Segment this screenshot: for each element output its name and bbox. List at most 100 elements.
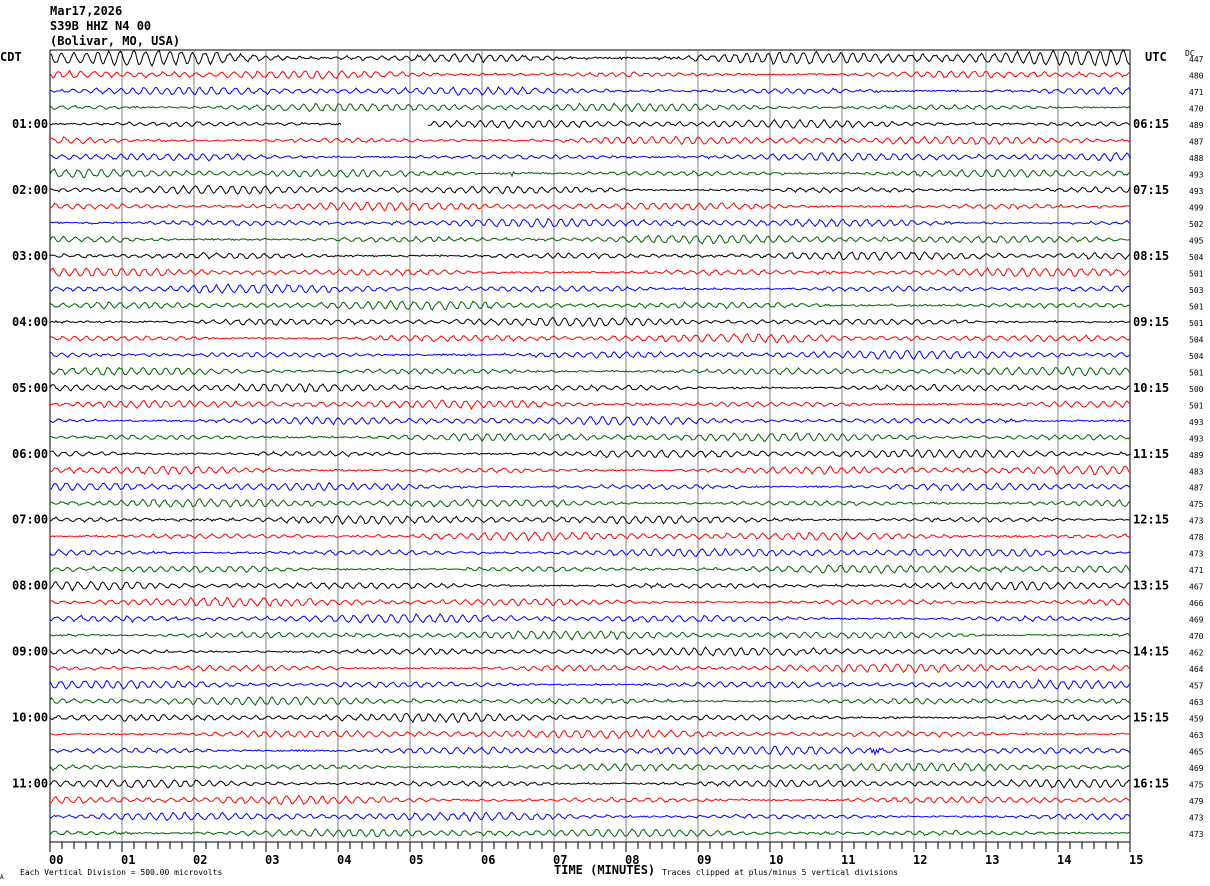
- x-tick-label: 11: [841, 853, 855, 867]
- seismic-trace: [49, 168, 1131, 179]
- cdt-hour-label: 07:00: [12, 513, 48, 527]
- clip-note: Traces clipped at plus/minus 5 vertical …: [662, 868, 898, 877]
- seismic-trace: [49, 102, 1131, 113]
- x-tick-label: 09: [697, 853, 711, 867]
- utc-hour-label: 10:15: [1133, 381, 1169, 395]
- dc-offset-label: 483: [1189, 467, 1204, 476]
- right-timezone-label: UTC: [1145, 50, 1167, 64]
- dc-offset-label: 480: [1189, 71, 1204, 80]
- seismic-trace: [49, 300, 1131, 311]
- x-tick-label: 07: [553, 853, 567, 867]
- dc-offset-label: 470: [1189, 104, 1204, 113]
- x-tick-label: 10: [769, 853, 783, 867]
- dc-offset-label: 495: [1189, 236, 1204, 245]
- seismic-trace: [49, 564, 1131, 575]
- utc-hour-label: 16:15: [1133, 777, 1169, 791]
- seismic-trace: [49, 663, 1131, 674]
- dc-offset-label: 489: [1189, 451, 1204, 460]
- x-axis-title: TIME (MINUTES): [554, 863, 655, 877]
- seismic-trace: [49, 349, 1131, 361]
- x-tick-label: 02: [193, 853, 207, 867]
- cdt-hour-label: 10:00: [12, 711, 48, 725]
- seismic-trace: [49, 728, 1131, 739]
- x-tick-label: 08: [625, 853, 639, 867]
- dc-offset-label: 487: [1189, 484, 1204, 493]
- seismic-trace: [49, 762, 1131, 772]
- dc-offset-label: 478: [1189, 533, 1204, 542]
- seismic-trace: [49, 778, 1131, 789]
- dc-offset-label: 473: [1189, 517, 1204, 526]
- seismic-trace: [49, 85, 1131, 96]
- seismic-trace: [49, 711, 1131, 724]
- seismic-trace: [49, 432, 1131, 443]
- dc-offset-label: 469: [1189, 764, 1204, 773]
- dc-offset-label: 464: [1189, 665, 1204, 674]
- seismic-trace: [49, 596, 1131, 608]
- utc-hour-label: 15:15: [1133, 711, 1169, 725]
- utc-hour-label: 08:15: [1133, 249, 1169, 263]
- seismic-trace: [49, 448, 1131, 459]
- corner-mark: A: [0, 874, 4, 881]
- station-label: S39B HHZ N4 00: [50, 19, 152, 33]
- dc-offset-label: 493: [1189, 187, 1204, 196]
- seismic-trace: [49, 580, 1131, 592]
- seismic-trace: [49, 531, 1131, 542]
- cdt-hour-label: 08:00: [12, 579, 48, 593]
- x-tick-label: 03: [265, 853, 279, 867]
- dc-offset-label: 489: [1189, 121, 1204, 130]
- dc-offset-label: 479: [1189, 797, 1204, 806]
- dc-offset-label: 459: [1189, 715, 1204, 724]
- seismic-trace: [49, 678, 1131, 690]
- plot-frame: [49, 49, 1131, 843]
- dc-offset-label: 457: [1189, 682, 1204, 691]
- dc-offset-label: 493: [1189, 170, 1204, 179]
- dc-offset-label: 504: [1189, 253, 1204, 262]
- x-tick-label: 06: [481, 853, 495, 867]
- dc-offset-label: 462: [1189, 649, 1204, 658]
- x-tick-label: 12: [913, 853, 927, 867]
- dc-offset-label: 501: [1189, 319, 1204, 328]
- seismic-trace: [49, 48, 1131, 68]
- seismic-trace: [49, 316, 1131, 328]
- dc-offset-label: 467: [1189, 583, 1204, 592]
- seismic-trace: [49, 69, 1131, 80]
- seismic-trace: [49, 811, 1131, 823]
- dc-offset-label: 471: [1189, 88, 1204, 97]
- dc-offset-label: 503: [1189, 286, 1204, 295]
- dc-offset-label: 487: [1189, 137, 1204, 146]
- seismic-trace: [49, 481, 1131, 492]
- seismic-trace: [49, 118, 1131, 130]
- x-tick-label: 14: [1057, 853, 1071, 867]
- seismic-trace: [49, 201, 1131, 212]
- utc-hour-label: 13:15: [1133, 579, 1169, 593]
- x-tick-label: 13: [985, 853, 999, 867]
- utc-hour-label: 14:15: [1133, 645, 1169, 659]
- seismic-trace: [49, 695, 1131, 707]
- dc-offset-label: 463: [1189, 698, 1204, 707]
- dc-offset-label: 501: [1189, 368, 1204, 377]
- utc-hour-label: 06:15: [1133, 117, 1169, 131]
- dc-offset-label: 465: [1189, 748, 1204, 757]
- dc-offset-label: 471: [1189, 566, 1204, 575]
- dc-offset-label: 466: [1189, 599, 1204, 608]
- dc-offset-label: 500: [1189, 385, 1204, 394]
- seismic-trace: [49, 399, 1131, 411]
- dc-offset-label: 501: [1189, 269, 1204, 278]
- seismic-trace: [49, 135, 1131, 146]
- seismic-trace: [49, 382, 1131, 393]
- dc-offset-label: 470: [1189, 632, 1204, 641]
- seismic-trace: [49, 745, 1131, 757]
- seismic-trace: [49, 267, 1131, 278]
- dc-offset-label: 501: [1189, 302, 1204, 311]
- utc-hour-label: 09:15: [1133, 315, 1169, 329]
- left-timezone-label: CDT: [0, 50, 22, 64]
- utc-hour-label: 07:15: [1133, 183, 1169, 197]
- seismic-trace: [49, 629, 1131, 641]
- seismic-trace: [49, 234, 1131, 245]
- dc-offset-label: 447: [1189, 55, 1204, 64]
- dc-offset-label: 502: [1189, 220, 1204, 229]
- cdt-hour-label: 06:00: [12, 447, 48, 461]
- seismic-trace: [49, 646, 1131, 657]
- dc-offset-label: 475: [1189, 500, 1204, 509]
